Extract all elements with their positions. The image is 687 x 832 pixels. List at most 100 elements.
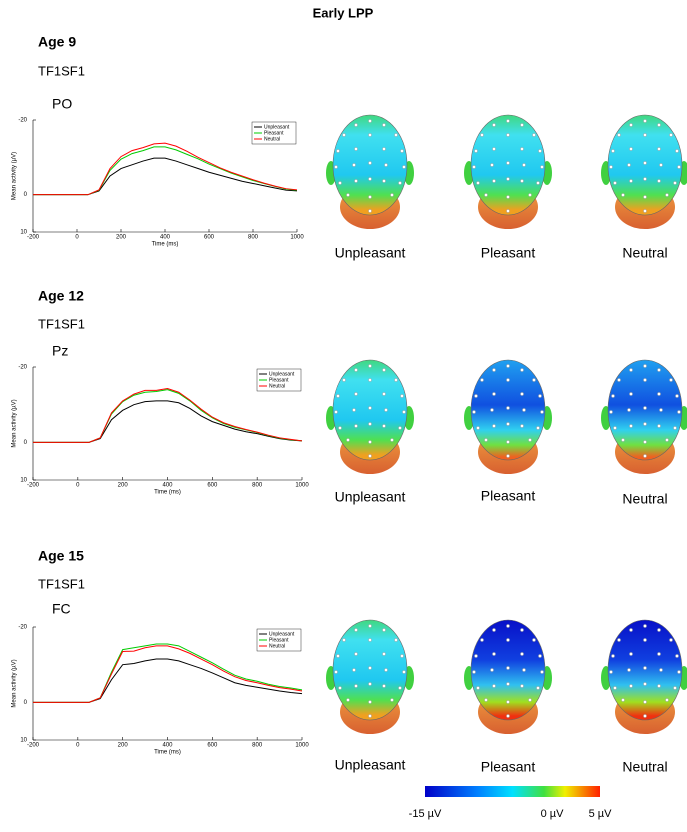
electrode bbox=[492, 684, 496, 688]
electrode bbox=[621, 193, 625, 197]
electrode bbox=[643, 161, 647, 165]
head bbox=[332, 619, 408, 721]
electrode bbox=[528, 438, 532, 442]
electrode bbox=[532, 378, 536, 382]
colorbar bbox=[425, 786, 600, 797]
panel-label: Pz bbox=[52, 343, 68, 359]
electrode bbox=[368, 624, 372, 628]
electrode bbox=[621, 438, 625, 442]
electrode bbox=[368, 133, 372, 137]
panel-label: PO bbox=[52, 96, 72, 112]
electrode bbox=[334, 410, 338, 414]
electrode bbox=[538, 149, 542, 153]
electrode bbox=[492, 424, 496, 428]
topomap-label: Unpleasant bbox=[335, 245, 406, 261]
electrode bbox=[540, 410, 544, 414]
electrode bbox=[480, 378, 484, 382]
electrode bbox=[354, 628, 358, 632]
x-tick-label: 1000 bbox=[290, 235, 304, 241]
x-tick-label: 200 bbox=[118, 483, 129, 489]
electrode bbox=[506, 682, 510, 686]
x-tick-label: 600 bbox=[207, 743, 218, 749]
electrode bbox=[382, 684, 386, 688]
electrode bbox=[665, 698, 669, 702]
electrode bbox=[506, 119, 510, 123]
electrode bbox=[492, 652, 496, 656]
electrode bbox=[342, 133, 346, 137]
electrode bbox=[629, 652, 633, 656]
legend-box bbox=[256, 368, 302, 392]
electrode bbox=[528, 193, 532, 197]
electrode bbox=[629, 628, 633, 632]
electrode bbox=[492, 147, 496, 151]
electrode bbox=[382, 179, 386, 183]
electrode bbox=[643, 364, 647, 368]
electrode bbox=[342, 638, 346, 642]
electrode bbox=[611, 149, 615, 153]
electrode bbox=[492, 368, 496, 372]
x-tick-label: 1000 bbox=[295, 483, 309, 489]
electrode bbox=[629, 147, 633, 151]
electrode bbox=[643, 119, 647, 123]
electrode bbox=[390, 438, 394, 442]
x-tick-label: 800 bbox=[252, 743, 263, 749]
electrode bbox=[384, 668, 388, 672]
legend-label: Neutral bbox=[269, 383, 285, 389]
legend-box bbox=[251, 121, 297, 145]
head bbox=[470, 619, 546, 721]
electrode bbox=[520, 684, 524, 688]
electrode bbox=[384, 163, 388, 167]
electrode bbox=[342, 378, 346, 382]
electrode bbox=[506, 638, 510, 642]
electrode bbox=[643, 422, 647, 426]
y-axis-label: Mean activity (µV) bbox=[12, 152, 18, 200]
electrode bbox=[484, 193, 488, 197]
x-tick-label: 200 bbox=[116, 235, 127, 241]
legend-label: Unpleasant bbox=[269, 631, 295, 637]
legend-label: Unpleasant bbox=[264, 124, 290, 130]
electrode bbox=[520, 652, 524, 656]
electrode bbox=[609, 410, 613, 414]
electrode bbox=[540, 165, 544, 169]
electrode bbox=[643, 454, 647, 458]
electrode bbox=[643, 638, 647, 642]
electrode bbox=[665, 193, 669, 197]
x-tick-label: -200 bbox=[27, 483, 40, 489]
electrode bbox=[536, 426, 540, 430]
x-tick-label: 800 bbox=[248, 235, 259, 241]
electrode bbox=[352, 163, 356, 167]
legend-label: Pleasant bbox=[269, 637, 289, 643]
x-tick-label: 400 bbox=[162, 743, 173, 749]
electrode bbox=[492, 392, 496, 396]
electrode bbox=[368, 666, 372, 670]
electrode bbox=[506, 454, 510, 458]
electrode bbox=[368, 209, 372, 213]
electrode bbox=[506, 177, 510, 181]
electrode bbox=[398, 426, 402, 430]
age-label: Age 15 bbox=[38, 548, 84, 564]
electrode bbox=[346, 438, 350, 442]
electrode bbox=[611, 394, 615, 398]
y-tick-label: -20 bbox=[18, 625, 27, 631]
electrode bbox=[609, 670, 613, 674]
x-axis-label: Time (ms) bbox=[154, 490, 181, 496]
electrode bbox=[520, 424, 524, 428]
y-tick-label: -20 bbox=[18, 118, 27, 124]
electrode bbox=[613, 181, 617, 185]
electrode bbox=[520, 392, 524, 396]
x-tick-label: 400 bbox=[160, 235, 171, 241]
electrode bbox=[506, 406, 510, 410]
electrode bbox=[522, 668, 526, 672]
electrode bbox=[472, 165, 476, 169]
electrode bbox=[368, 454, 372, 458]
electrode bbox=[368, 714, 372, 718]
electrode bbox=[352, 668, 356, 672]
electrode bbox=[402, 165, 406, 169]
electrode bbox=[643, 440, 647, 444]
electrode bbox=[657, 392, 661, 396]
x-axis-label: Time (ms) bbox=[152, 242, 179, 248]
electrode bbox=[382, 147, 386, 151]
electrode bbox=[611, 654, 615, 658]
electrode bbox=[368, 161, 372, 165]
